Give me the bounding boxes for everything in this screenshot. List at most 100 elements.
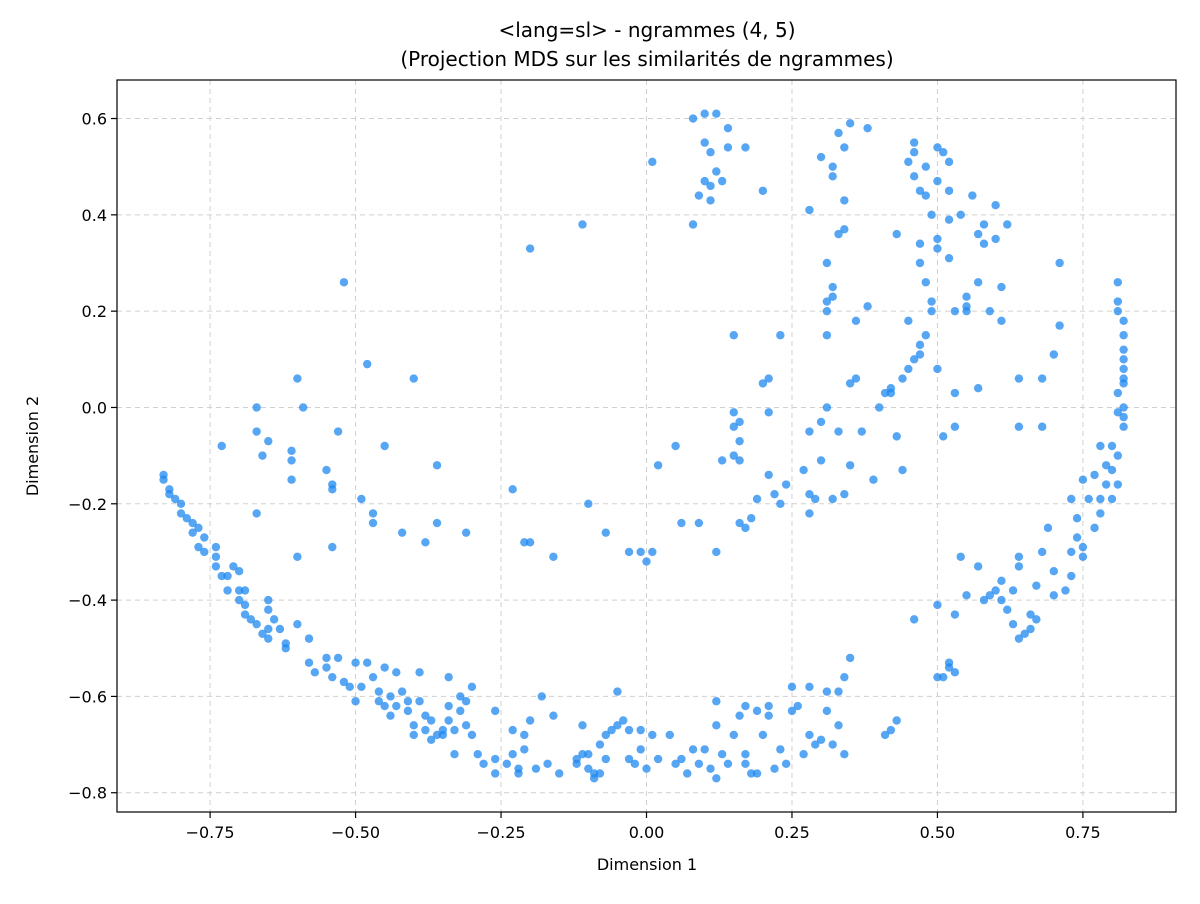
scatter-point — [845, 379, 855, 388]
scatter-point — [555, 769, 564, 778]
scatter-point — [875, 403, 884, 412]
scatter-point — [200, 547, 209, 557]
scatter-point — [962, 591, 971, 600]
scatter-point — [944, 663, 954, 672]
scatter-point — [892, 432, 901, 441]
scatter-point — [869, 475, 878, 484]
scatter-point — [217, 441, 226, 451]
scatter-point — [1014, 374, 1024, 383]
scatter-point — [834, 128, 843, 138]
scatter-point — [624, 547, 634, 557]
scatter-point — [706, 764, 715, 773]
scatter-point — [694, 759, 704, 769]
scatter-point — [322, 465, 331, 475]
scatter-point — [741, 759, 750, 769]
scatter-point — [438, 730, 448, 740]
scatter-point — [298, 403, 308, 412]
scatter-point — [973, 384, 983, 393]
scatter-point — [1067, 494, 1076, 504]
scatter-point — [985, 591, 995, 600]
scatter-point — [333, 653, 343, 663]
y-tick-label: −0.4 — [68, 591, 107, 610]
x-tick-label: 0.00 — [629, 823, 665, 842]
scatter-point — [461, 721, 471, 730]
scatter-point — [729, 730, 738, 740]
scatter-point — [880, 730, 890, 740]
scatter-point — [636, 547, 645, 557]
scatter-point — [363, 658, 372, 667]
scatter-point — [898, 465, 907, 475]
scatter-point — [997, 595, 1006, 605]
scatter-point — [508, 750, 517, 759]
scatter-point — [281, 644, 290, 653]
scatter-point — [909, 355, 919, 364]
scatter-point — [525, 538, 535, 547]
scatter-point — [1014, 422, 1024, 431]
scatter-point — [339, 677, 349, 687]
scatter-point — [723, 123, 733, 133]
scatter-point — [816, 152, 826, 162]
scatter-point — [979, 220, 989, 229]
scatter-point — [770, 489, 779, 499]
scatter-point — [264, 595, 273, 605]
scatter-point — [415, 697, 424, 706]
scatter-point — [1026, 624, 1035, 634]
scatter-point — [933, 244, 942, 253]
scatter-point — [735, 417, 744, 427]
scatter-point — [729, 408, 738, 417]
scatter-point — [1113, 278, 1123, 287]
scatter-point — [159, 475, 168, 484]
scatter-point — [944, 186, 954, 195]
scatter-point — [985, 306, 995, 316]
scatter-point — [258, 629, 267, 639]
scatter-point — [211, 562, 221, 571]
scatter-point — [950, 668, 960, 677]
scatter-point — [712, 774, 721, 783]
scatter-point — [921, 278, 930, 287]
scatter-point — [252, 403, 261, 412]
scatter-point — [293, 374, 302, 383]
scatter-point — [427, 716, 436, 725]
scatter-point — [991, 201, 1000, 210]
scatter-point — [747, 514, 756, 523]
scatter-point — [816, 456, 826, 465]
scatter-point — [944, 215, 954, 224]
scatter-point — [909, 148, 919, 157]
scatter-point — [1020, 629, 1029, 639]
scatter-point — [351, 658, 360, 667]
y-tick-label: 0.2 — [82, 302, 107, 321]
scatter-point — [188, 518, 197, 528]
scatter-point — [456, 692, 465, 701]
scatter-point — [421, 725, 430, 735]
scatter-point — [584, 499, 593, 508]
scatter-point — [176, 499, 186, 508]
scatter-point — [520, 538, 529, 547]
scatter-point — [1072, 533, 1082, 542]
scatter-point — [944, 157, 954, 167]
scatter-point — [805, 682, 814, 691]
scatter-point — [1078, 475, 1088, 484]
scatter-point — [648, 157, 657, 167]
scatter-point — [781, 480, 791, 489]
scatter-point — [380, 441, 389, 451]
scatter-point — [828, 292, 837, 301]
scatter-point — [979, 595, 989, 605]
scatter-point — [188, 528, 197, 537]
scatter-point — [822, 403, 832, 412]
scatter-point — [776, 331, 785, 340]
scatter-point — [904, 157, 913, 167]
scatter-point — [1113, 297, 1123, 306]
scatter-point — [805, 427, 814, 436]
scatter-point — [1113, 451, 1123, 460]
scatter-point — [450, 750, 459, 759]
scatter-point — [973, 278, 983, 287]
scatter-point — [840, 225, 849, 234]
scatter-point — [1078, 552, 1088, 561]
scatter-point — [403, 706, 413, 716]
scatter-point — [223, 586, 232, 595]
scatter-point — [584, 750, 593, 759]
y-tick-label: 0.0 — [82, 398, 107, 417]
scatter-point — [357, 682, 366, 691]
scatter-point — [712, 697, 721, 706]
